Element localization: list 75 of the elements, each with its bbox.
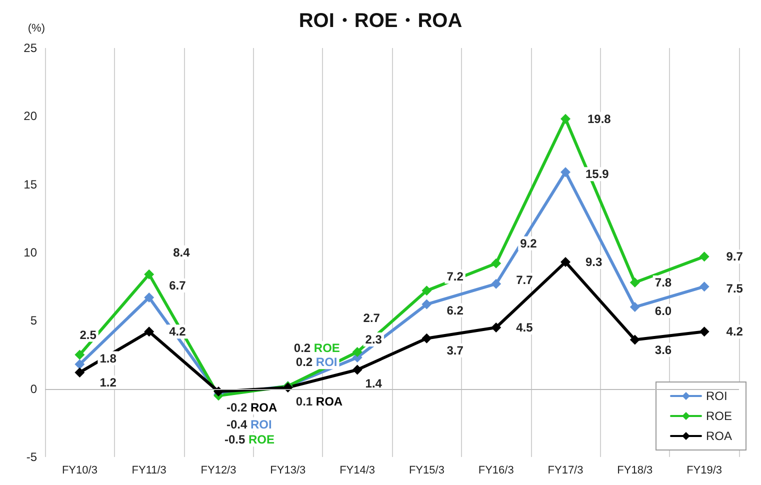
y-tick-label: 0 — [30, 382, 38, 396]
point — [352, 364, 362, 375]
point — [491, 322, 502, 332]
y-tick-label: 25 — [24, 41, 38, 55]
data-label: 3.7 — [446, 343, 464, 358]
data-label: 3.6 — [654, 342, 672, 357]
data-label: 4.2 — [726, 324, 744, 339]
data-label: 7.5 — [726, 282, 744, 296]
point — [630, 334, 640, 345]
data-label: 1.8 — [100, 351, 117, 366]
data-label: -0.5 ROE — [224, 432, 275, 447]
y-tick-label: 20 — [24, 109, 38, 124]
point — [144, 326, 154, 337]
point — [560, 257, 570, 268]
x-tick-label: FY18/3 — [617, 464, 653, 476]
x-tick-label: FY12/3 — [200, 464, 236, 476]
data-label: 6.0 — [654, 304, 672, 318]
point — [144, 269, 154, 280]
data-label: 9.2 — [520, 236, 538, 250]
legend-label: ROA — [706, 429, 732, 443]
point — [560, 114, 570, 124]
data-label: -0.4 ROI — [226, 417, 272, 432]
data-label: 0.1 ROA — [296, 394, 343, 408]
point — [422, 299, 432, 310]
data-label: 6.2 — [446, 303, 464, 318]
point — [699, 326, 710, 337]
data-label: 8.4 — [173, 245, 190, 260]
point — [422, 286, 432, 296]
x-tick-label: FY15/3 — [408, 464, 444, 476]
data-label: 6.7 — [169, 278, 186, 292]
y-tick-label: 10 — [24, 246, 38, 260]
x-tick-label: FY16/3 — [478, 464, 514, 476]
data-label: 4.2 — [169, 324, 186, 339]
point — [699, 282, 710, 292]
y-tick-label: -5 — [26, 450, 38, 464]
data-label: 1.4 — [365, 376, 382, 391]
data-label: 7.8 — [654, 275, 672, 290]
data-label: 2.7 — [363, 311, 380, 326]
data-label: 2.3 — [365, 332, 382, 346]
point — [74, 359, 85, 370]
point — [352, 347, 362, 358]
point — [74, 350, 85, 360]
x-tick-label: FY11/3 — [132, 464, 166, 476]
point — [699, 252, 710, 262]
legend-label: ROE — [706, 409, 732, 423]
y-tick-label: 15 — [24, 177, 38, 192]
point — [144, 292, 154, 302]
data-label: 2.5 — [80, 328, 97, 342]
point — [491, 278, 502, 289]
data-label: 19.8 — [588, 112, 612, 126]
y-tick-label: 5 — [30, 314, 38, 328]
point — [491, 258, 502, 268]
point — [74, 367, 85, 378]
chart-title: ROI・ROE・ROA — [298, 10, 462, 32]
x-tick-label: FY10/3 — [62, 464, 98, 476]
point — [560, 167, 570, 178]
data-label: 9.3 — [586, 255, 603, 270]
x-tick-label: FY13/3 — [270, 464, 306, 476]
data-label: 0.2 ROE — [294, 341, 340, 356]
data-label: 7.7 — [516, 272, 534, 287]
point — [630, 277, 640, 288]
x-tick-label: FY19/3 — [686, 464, 722, 476]
legend-label: ROI — [706, 389, 728, 403]
data-label: 7.2 — [446, 270, 464, 284]
point — [422, 333, 432, 344]
data-label: 0.2 ROI — [296, 355, 338, 370]
data-label: 15.9 — [586, 167, 610, 182]
y-axis-title: (%) — [28, 22, 45, 34]
data-label: -0.2 ROA — [226, 400, 278, 415]
x-tick-label: FY17/3 — [548, 464, 584, 476]
x-tick-label: FY14/3 — [340, 464, 376, 476]
data-label: 9.7 — [726, 250, 744, 264]
data-label: 1.2 — [100, 375, 117, 390]
data-label: 4.5 — [516, 320, 534, 334]
point — [630, 302, 640, 312]
